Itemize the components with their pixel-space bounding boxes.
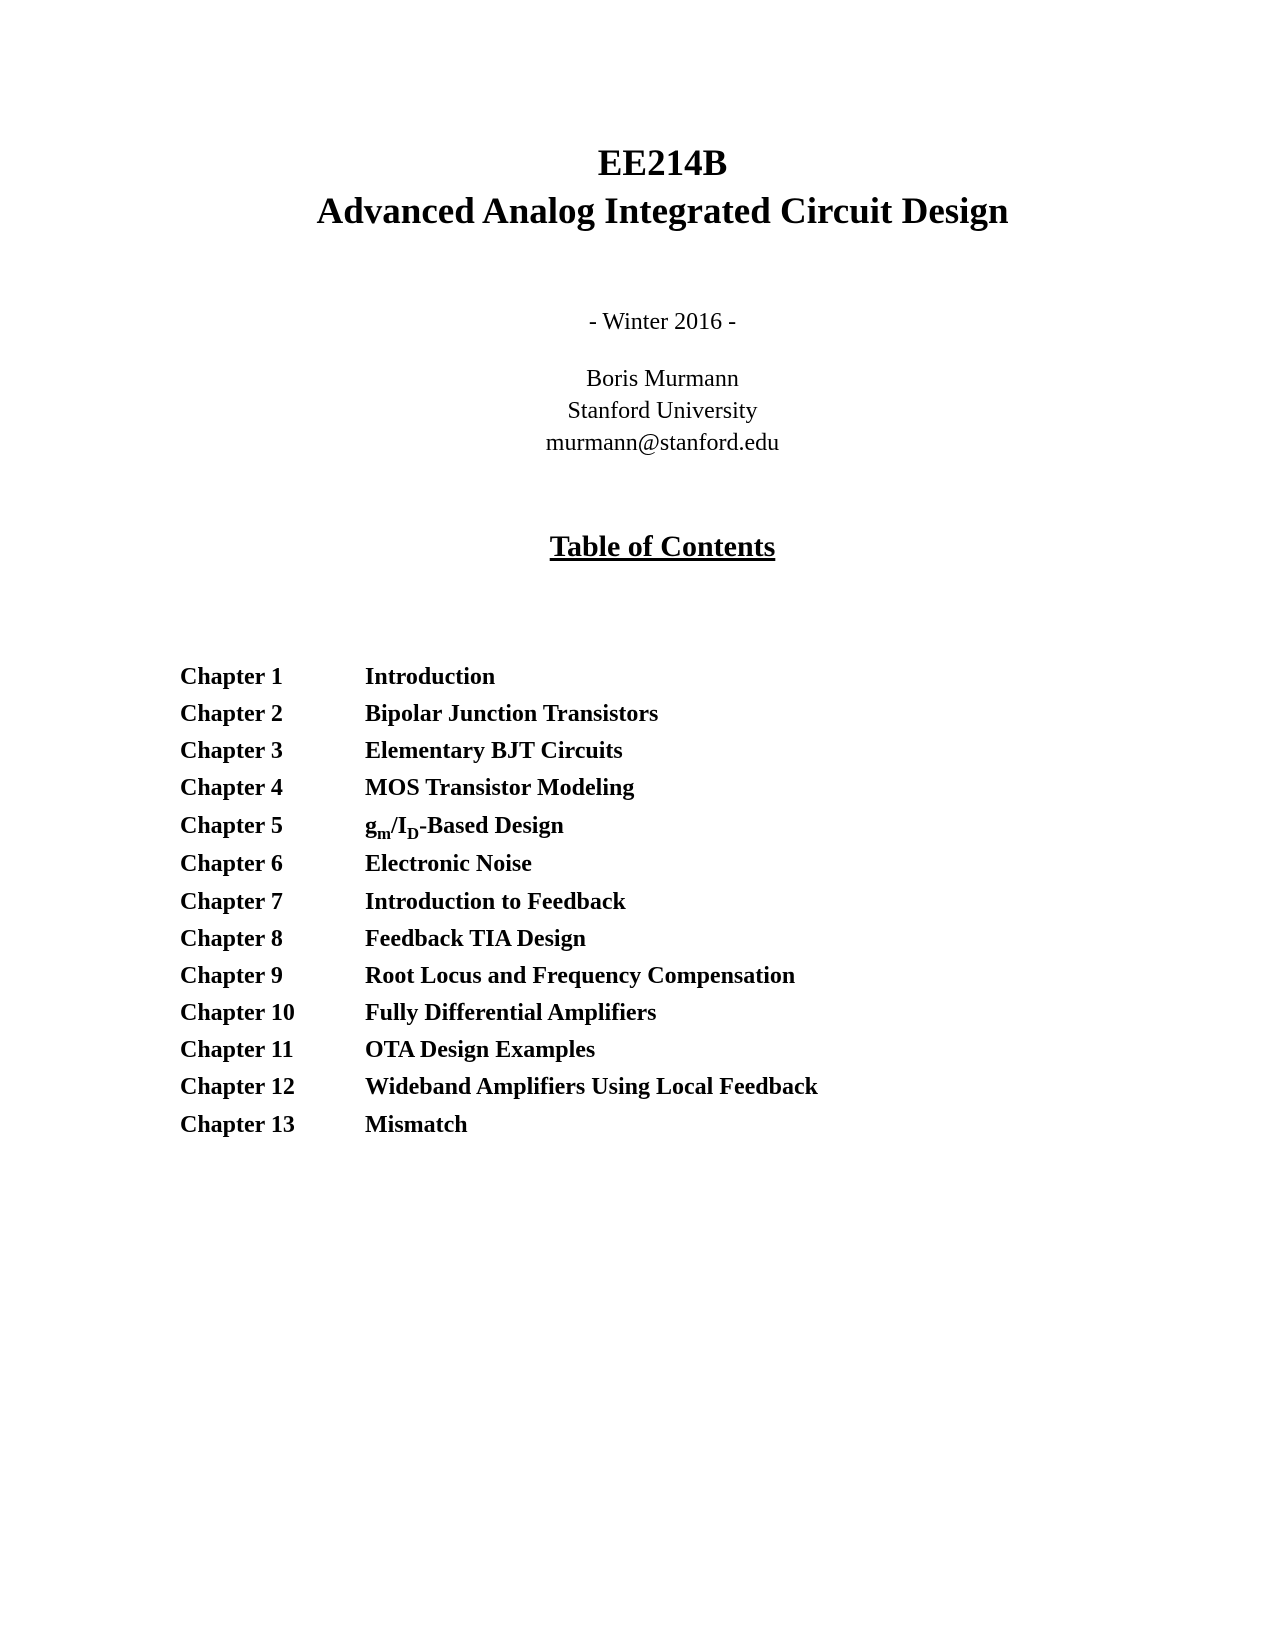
chapter-label: Chapter 12 [180, 1069, 365, 1106]
chapter-title: gm/ID-Based Design [365, 808, 1145, 847]
toc-row: Chapter 2Bipolar Junction Transistors [180, 696, 1145, 733]
chapter-label: Chapter 4 [180, 770, 365, 807]
chapter-label: Chapter 13 [180, 1107, 365, 1144]
chapter-label: Chapter 9 [180, 958, 365, 995]
toc-row: Chapter 8Feedback TIA Design [180, 921, 1145, 958]
page: EE214B Advanced Analog Integrated Circui… [0, 0, 1275, 1651]
chapter-label: Chapter 5 [180, 808, 365, 847]
author-block: Boris Murmann Stanford University murman… [180, 363, 1145, 460]
chapter-title: Root Locus and Frequency Compensation [365, 958, 1145, 995]
chapter-label: Chapter 11 [180, 1032, 365, 1069]
toc-row: Chapter 10Fully Differential Amplifiers [180, 995, 1145, 1032]
chapter-title: Introduction [365, 659, 1145, 696]
chapter-title: Introduction to Feedback [365, 884, 1145, 921]
toc-row: Chapter 4MOS Transistor Modeling [180, 770, 1145, 807]
chapter-title: MOS Transistor Modeling [365, 770, 1145, 807]
chapter-label: Chapter 8 [180, 921, 365, 958]
author-email: murmann@stanford.edu [180, 427, 1145, 459]
chapter-label: Chapter 10 [180, 995, 365, 1032]
toc-row: Chapter 7Introduction to Feedback [180, 884, 1145, 921]
chapter-label: Chapter 3 [180, 733, 365, 770]
chapter-title: Mismatch [365, 1107, 1145, 1144]
chapter-title: Bipolar Junction Transistors [365, 696, 1145, 733]
toc-row: Chapter 12Wideband Amplifiers Using Loca… [180, 1069, 1145, 1106]
chapter-title: Feedback TIA Design [365, 921, 1145, 958]
chapter-title: Elementary BJT Circuits [365, 733, 1145, 770]
toc-row: Chapter 9Root Locus and Frequency Compen… [180, 958, 1145, 995]
toc-row: Chapter 1Introduction [180, 659, 1145, 696]
toc-list: Chapter 1IntroductionChapter 2Bipolar Ju… [180, 659, 1145, 1144]
chapter-label: Chapter 7 [180, 884, 365, 921]
institution: Stanford University [180, 395, 1145, 427]
toc-row: Chapter 13Mismatch [180, 1107, 1145, 1144]
chapter-title: Wideband Amplifiers Using Local Feedback [365, 1069, 1145, 1106]
term: - Winter 2016 - [180, 306, 1145, 338]
toc-row: Chapter 11OTA Design Examples [180, 1032, 1145, 1069]
course-title: Advanced Analog Integrated Circuit Desig… [180, 188, 1145, 236]
course-code: EE214B [180, 140, 1145, 188]
chapter-title: Fully Differential Amplifiers [365, 995, 1145, 1032]
toc-row: Chapter 5gm/ID-Based Design [180, 808, 1145, 847]
title-block: EE214B Advanced Analog Integrated Circui… [180, 140, 1145, 236]
chapter-label: Chapter 1 [180, 659, 365, 696]
chapter-label: Chapter 2 [180, 696, 365, 733]
toc-heading: Table of Contents [180, 530, 1145, 564]
author-name: Boris Murmann [180, 363, 1145, 395]
chapter-label: Chapter 6 [180, 846, 365, 883]
chapter-title: Electronic Noise [365, 846, 1145, 883]
toc-row: Chapter 3Elementary BJT Circuits [180, 733, 1145, 770]
chapter-title: OTA Design Examples [365, 1032, 1145, 1069]
toc-row: Chapter 6Electronic Noise [180, 846, 1145, 883]
